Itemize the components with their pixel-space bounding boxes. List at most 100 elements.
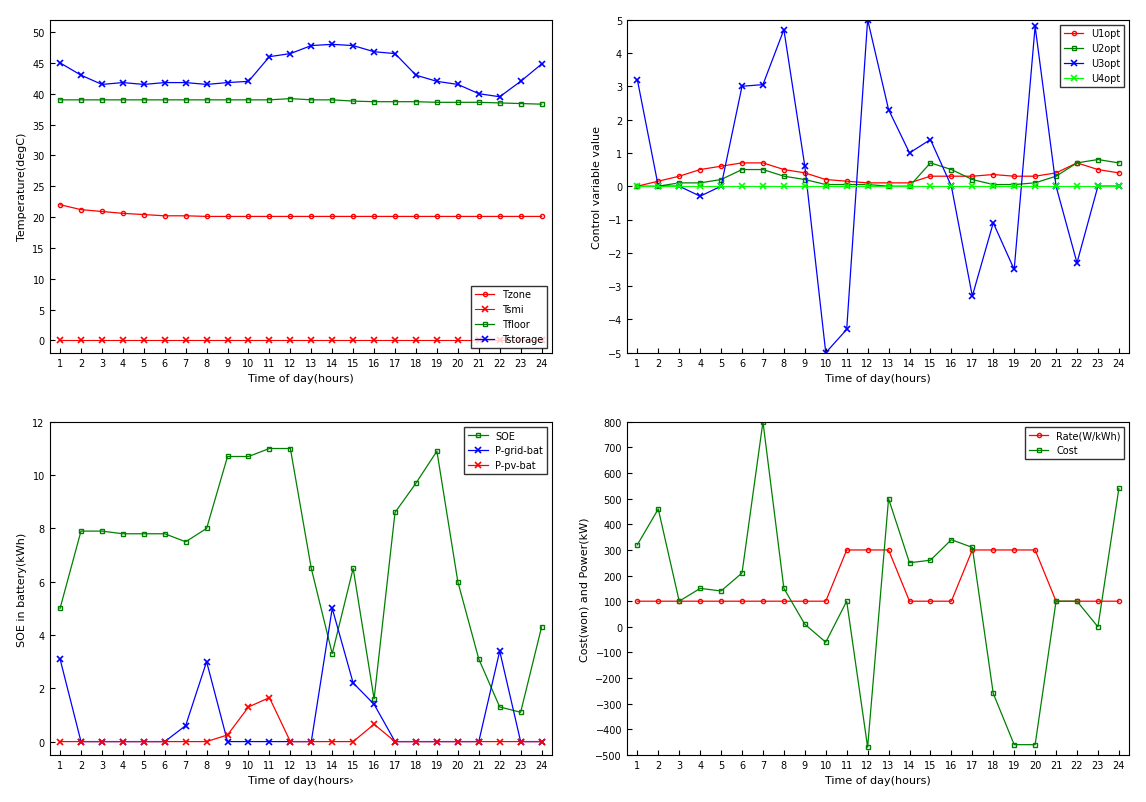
Tzone [283, 213, 297, 222]
U2opt [840, 180, 854, 190]
U2opt [798, 176, 811, 185]
Tfloor [179, 96, 193, 106]
Rate(W/kWh) [735, 597, 748, 606]
Tsmi [262, 336, 276, 346]
U1opt [987, 171, 1000, 180]
Tsmi [53, 336, 66, 346]
U2opt [903, 182, 917, 192]
Cost [924, 556, 937, 565]
U3opt [965, 292, 979, 302]
U1opt [861, 179, 874, 188]
Tsmi [346, 336, 360, 346]
P-pv-bat [116, 737, 129, 747]
Cost [673, 597, 686, 606]
U2opt [819, 180, 833, 190]
U4opt [987, 182, 1000, 192]
Tstorage [430, 78, 444, 87]
P-grid-bat [493, 646, 507, 656]
P-pv-bat [367, 719, 380, 729]
P-pv-bat [199, 737, 213, 747]
U4opt [693, 182, 707, 192]
U3opt [1112, 182, 1125, 192]
Cost [819, 638, 833, 647]
Line: Tzone: Tzone [58, 204, 543, 219]
P-grid-bat [472, 737, 486, 747]
SOE [136, 529, 150, 539]
P-grid-bat [430, 737, 444, 747]
Tzone [199, 213, 213, 222]
Cost [735, 569, 748, 578]
Tsmi [325, 336, 339, 346]
SOE [325, 649, 339, 658]
P-grid-bat [325, 604, 339, 614]
Tzone [325, 213, 339, 222]
P-grid-bat [367, 699, 380, 709]
Tfloor [74, 96, 88, 106]
Tsmi [452, 336, 465, 346]
Tstorage [388, 50, 402, 59]
Tsmi [74, 336, 88, 346]
U4opt [1050, 182, 1063, 192]
Tfloor [367, 98, 380, 107]
U3opt [1028, 22, 1042, 32]
Tsmi [283, 336, 297, 346]
SOE [513, 707, 527, 717]
SOE [430, 447, 444, 456]
Tsmi [199, 336, 213, 346]
U2opt [1112, 159, 1125, 168]
U3opt [651, 182, 665, 192]
Tsmi [179, 336, 193, 346]
Cost [903, 558, 917, 568]
P-pv-bat [430, 737, 444, 747]
SOE [346, 564, 360, 573]
Tstorage [221, 79, 235, 88]
U2opt [881, 182, 895, 192]
P-grid-bat [409, 737, 423, 747]
U3opt [714, 182, 728, 192]
Tsmi [472, 336, 486, 346]
Tstorage [53, 59, 66, 69]
U2opt [924, 159, 937, 168]
Cost [777, 584, 791, 593]
Tzone [388, 213, 402, 222]
Cost [1070, 597, 1084, 606]
Tfloor [136, 96, 150, 106]
Rate(W/kWh) [1028, 545, 1042, 555]
U1opt [777, 165, 791, 175]
P-pv-bat [513, 737, 527, 747]
X-axis label: Time of day(hours): Time of day(hours) [825, 776, 931, 785]
Tsmi [388, 336, 402, 346]
U2opt [987, 180, 1000, 190]
Cost [651, 504, 665, 514]
Tsmi [158, 336, 172, 346]
P-pv-bat [262, 693, 276, 703]
U4opt [944, 182, 958, 192]
U3opt [1050, 182, 1063, 192]
U4opt [965, 182, 979, 192]
U2opt [1050, 172, 1063, 182]
U2opt [1028, 179, 1042, 188]
P-pv-bat [179, 737, 193, 747]
Legend: Tzone, Tsmi, Tfloor, Tstorage: Tzone, Tsmi, Tfloor, Tstorage [471, 286, 547, 348]
Legend: SOE, P-grid-bat, P-pv-bat: SOE, P-grid-bat, P-pv-bat [464, 427, 547, 475]
Tstorage [136, 80, 150, 90]
P-pv-bat [452, 737, 465, 747]
U4opt [1112, 182, 1125, 192]
Rate(W/kWh) [693, 597, 707, 606]
Tsmi [513, 336, 527, 346]
P-grid-bat [179, 721, 193, 731]
U1opt [693, 165, 707, 175]
U1opt [881, 179, 895, 188]
Line: P-grid-bat: P-grid-bat [57, 606, 544, 744]
Rate(W/kWh) [673, 597, 686, 606]
U2opt [735, 165, 748, 175]
Rate(W/kWh) [903, 597, 917, 606]
P-grid-bat [535, 737, 549, 747]
Tfloor [242, 96, 256, 106]
P-pv-bat [472, 737, 486, 747]
Tfloor [95, 96, 109, 106]
Tsmi [430, 336, 444, 346]
P-pv-bat [221, 730, 235, 739]
SOE [242, 452, 256, 462]
Tzone [179, 212, 193, 221]
